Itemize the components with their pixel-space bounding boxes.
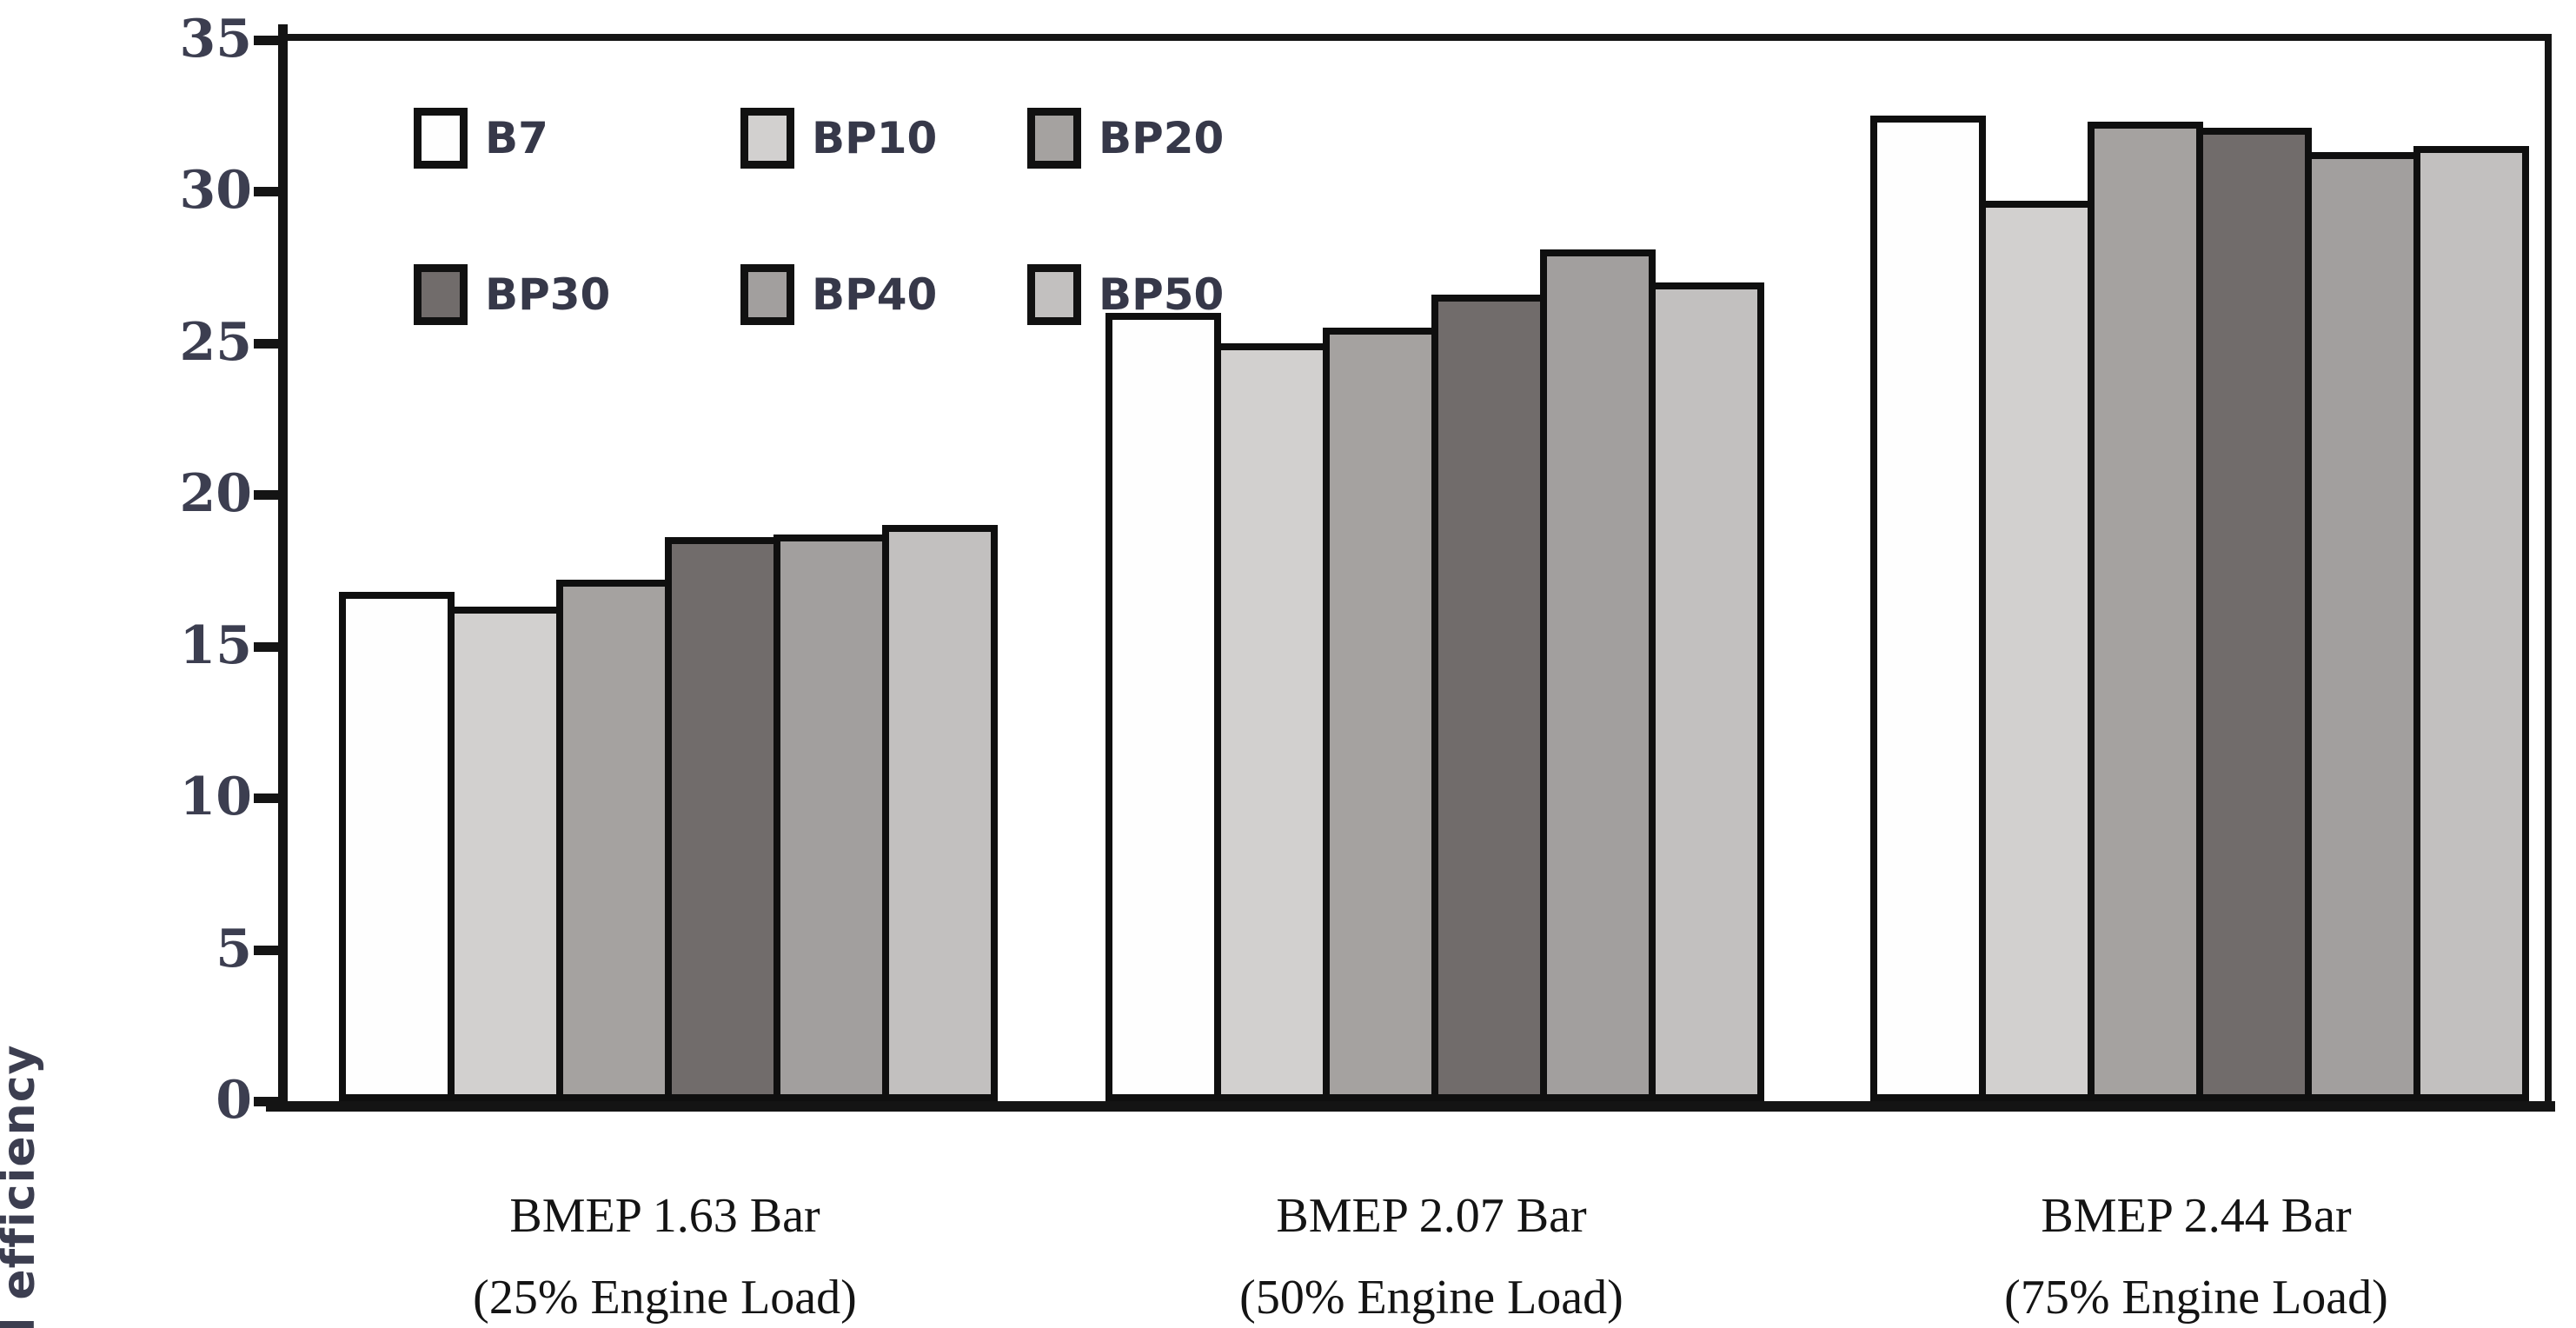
bar-bp20-group2 — [1323, 328, 1438, 1101]
bar-bp20-group3 — [2088, 122, 2203, 1101]
y-tick-mark — [254, 338, 280, 349]
category-label-line2: (50% Engine Load) — [1239, 1271, 1623, 1325]
plot-right-border — [2545, 34, 2552, 1107]
bar-b7-group1 — [339, 591, 455, 1101]
bar-bp10-group1 — [448, 607, 563, 1101]
bar-bp20-group1 — [556, 579, 672, 1101]
bar-bp30-group2 — [1431, 295, 1547, 1101]
legend-key-bp50 — [1027, 264, 1081, 325]
bar-b7-group3 — [1870, 116, 1986, 1101]
bar-bp40-group2 — [1540, 249, 1656, 1101]
bar-bp50-group2 — [1649, 282, 1764, 1101]
category-label-group1: BMEP 1.63 Bar (25% Engine Load) — [361, 1189, 969, 1325]
legend-item-bp20: BP20 — [1027, 108, 1288, 169]
legend-label-bp50: BP50 — [1099, 269, 1225, 320]
category-label-line2: (75% Engine Load) — [2004, 1271, 2388, 1325]
bar-bp30-group1 — [665, 537, 780, 1101]
legend-item-bp10: BP10 — [740, 108, 1001, 169]
y-tick-mark — [254, 187, 280, 197]
legend-key-b7 — [414, 108, 468, 169]
legend-key-bp10 — [740, 108, 794, 169]
y-tick-mark — [254, 490, 280, 501]
bar-bp40-group3 — [2305, 152, 2420, 1101]
bar-bp50-group1 — [882, 525, 998, 1101]
legend-item-bp40: BP40 — [740, 264, 1001, 325]
y-tick-label: 20 — [179, 463, 253, 525]
y-axis-line — [278, 24, 288, 1112]
x-axis-line — [266, 1101, 2555, 1112]
legend-item-b7: B7 — [414, 108, 674, 169]
y-tick-label: 25 — [179, 311, 253, 373]
bar-bp40-group1 — [773, 534, 889, 1101]
category-label-line1: BMEP 2.07 Bar — [1276, 1189, 1587, 1243]
bar-bp30-group3 — [2196, 128, 2312, 1101]
y-tick-label: 5 — [216, 918, 252, 979]
y-tick-mark — [254, 36, 280, 45]
y-tick-mark — [254, 641, 280, 652]
category-label-group3: BMEP 2.44 Bar (75% Engine Load) — [1892, 1189, 2500, 1325]
y-tick-label: 35 — [179, 9, 253, 70]
legend-item-bp50: BP50 — [1027, 264, 1288, 325]
legend-label-bp40: BP40 — [812, 269, 938, 320]
legend-item-bp30: BP30 — [414, 264, 674, 325]
category-label-line2: (25% Engine Load) — [473, 1271, 857, 1325]
y-axis-title: Brake thermal efficiency (%) — [0, 966, 97, 1328]
y-tick-mark — [254, 793, 280, 804]
plot-top-border — [278, 34, 2552, 41]
bar-bp50-group3 — [2413, 146, 2529, 1101]
legend-label-bp10: BP10 — [812, 113, 938, 163]
y-tick-label: 30 — [179, 160, 253, 222]
category-label-line1: BMEP 1.63 Bar — [509, 1189, 820, 1243]
category-label-line1: BMEP 2.44 Bar — [2041, 1189, 2352, 1243]
y-tick-mark — [254, 945, 280, 955]
category-label-group2: BMEP 2.07 Bar (50% Engine Load) — [1127, 1189, 1736, 1325]
bar-bp10-group3 — [1979, 200, 2095, 1101]
y-tick-label: 15 — [179, 614, 253, 676]
legend-label-b7: B7 — [485, 113, 548, 163]
legend-key-bp30 — [414, 264, 468, 325]
legend-key-bp20 — [1027, 108, 1081, 169]
y-tick-label: 0 — [216, 1070, 252, 1131]
legend-label-bp30: BP30 — [485, 269, 611, 320]
legend-label-bp20: BP20 — [1099, 113, 1225, 163]
legend-key-bp40 — [740, 264, 794, 325]
bar-b7-group2 — [1105, 312, 1221, 1101]
y-tick-label: 10 — [179, 767, 253, 828]
bar-bp10-group2 — [1214, 342, 1330, 1101]
